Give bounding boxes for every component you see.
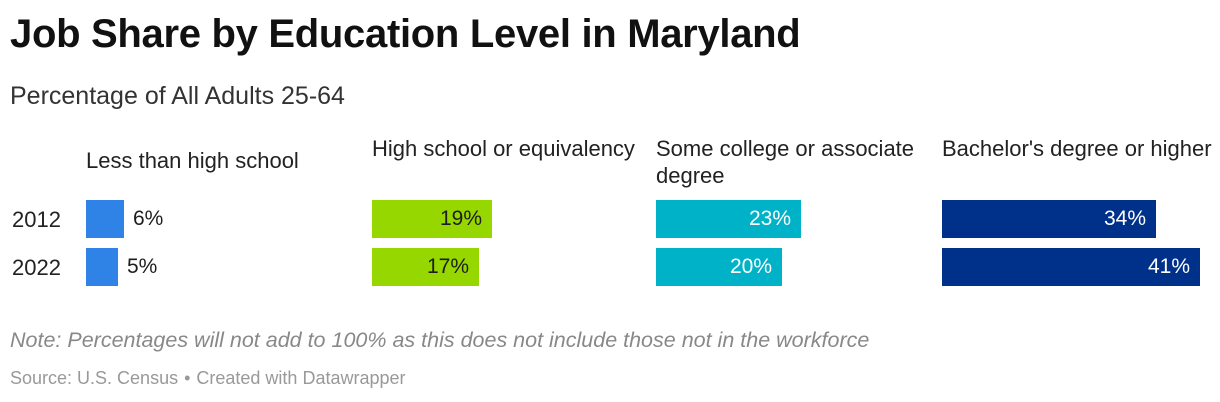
- chart-title: Job Share by Education Level in Maryland: [10, 12, 801, 56]
- column-header-some-college-or-associate-degree: Some college or associate degree: [656, 136, 915, 188]
- bar-bachelor-s-degree-or-higher-2012: [942, 200, 1156, 238]
- data-label-bachelor-s-degree-or-higher-2022: 41%: [1147, 255, 1190, 278]
- chart-source: Source: U.S. Census • Created with Datawra…: [10, 368, 406, 389]
- bar-high-school-or-equivalency-2022: [372, 248, 479, 286]
- data-label-some-college-or-associate-degree-2012: 23%: [748, 207, 791, 230]
- column-header-less-than-high-school: Less than high school: [86, 148, 299, 173]
- bar-less-than-high-school-2022: [86, 248, 118, 286]
- data-label-high-school-or-equivalency-2012: 19%: [439, 207, 482, 230]
- source-separator: •: [184, 368, 191, 388]
- chart-note: Note: Percentages will not add to 100% a…: [10, 328, 870, 352]
- bar-bachelor-s-degree-or-higher-2022: [942, 248, 1200, 286]
- credit-label: Created with Datawrapper: [196, 368, 406, 388]
- bar-less-than-high-school-2012: [86, 200, 124, 238]
- data-label-bachelor-s-degree-or-higher-2012: 34%: [1103, 207, 1146, 230]
- data-label-less-than-high-school-2022: 5%: [127, 255, 158, 278]
- bar-some-college-or-associate-degree-2022: [656, 248, 782, 286]
- column-header-bachelor-s-degree-or-higher: Bachelor's degree or higher: [942, 136, 1212, 161]
- data-label-some-college-or-associate-degree-2022: 20%: [729, 255, 772, 278]
- chart-subtitle: Percentage of All Adults 25-64: [10, 82, 345, 110]
- row-label-2022: 2022: [12, 255, 61, 280]
- source-label: Source: U.S. Census: [10, 368, 179, 388]
- bar-some-college-or-associate-degree-2012: [656, 200, 801, 238]
- column-header-high-school-or-equivalency: High school or equivalency: [372, 136, 635, 161]
- data-label-less-than-high-school-2012: 6%: [133, 207, 164, 230]
- bar-high-school-or-equivalency-2012: [372, 200, 492, 238]
- row-label-2012: 2012: [12, 207, 61, 232]
- data-label-high-school-or-equivalency-2022: 17%: [426, 255, 469, 278]
